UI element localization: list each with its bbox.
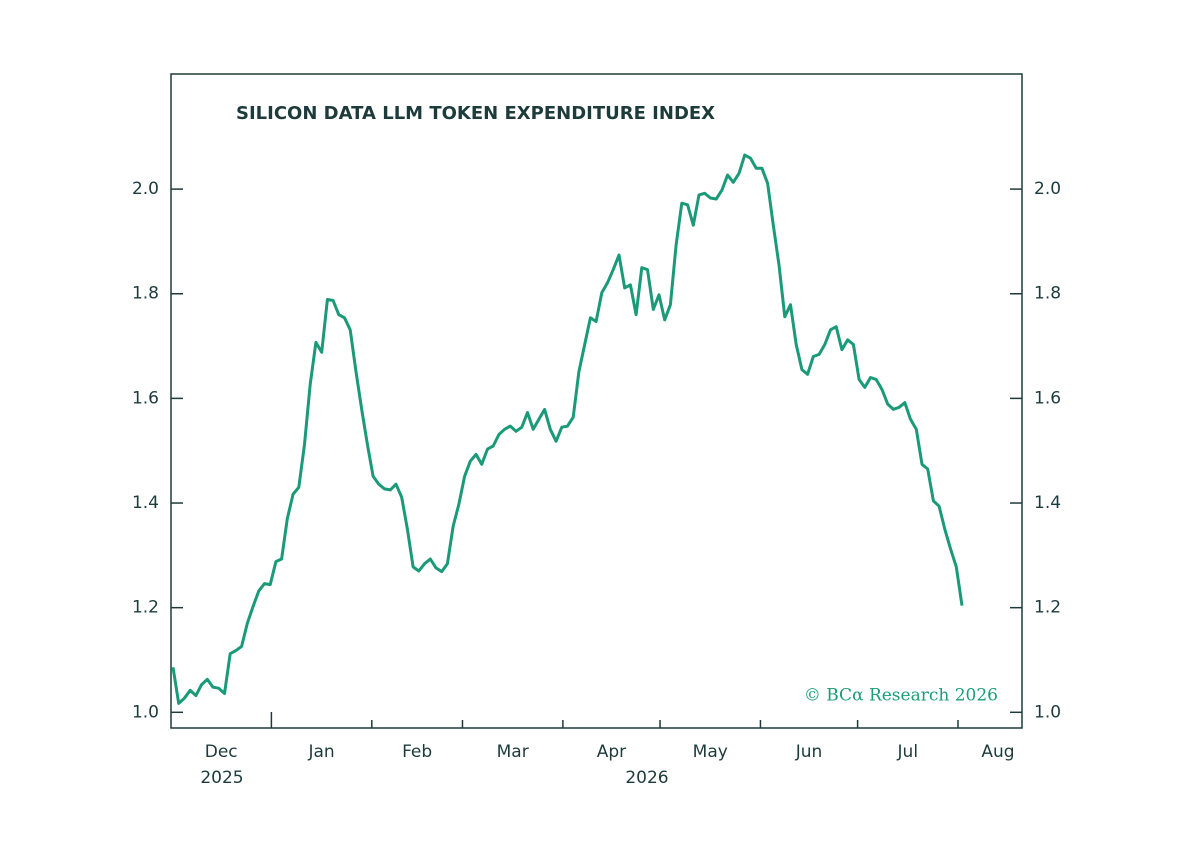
x-tick-label: Feb <box>402 742 432 762</box>
y2-tick-label: 1.2 <box>1034 598 1061 618</box>
year-label: 2026 <box>625 768 668 788</box>
plot-frame <box>170 73 1023 729</box>
x-tick-label: Jan <box>307 742 334 762</box>
x-tick-label: Mar <box>497 742 529 762</box>
y-tick-label: 1.6 <box>132 388 159 408</box>
year-label: 2025 <box>200 768 243 788</box>
index-line <box>171 153 964 705</box>
y-tick-label: 2.0 <box>132 179 159 199</box>
x-tick-label: Apr <box>597 742 626 762</box>
y2-tick-label: 1.4 <box>1034 493 1061 513</box>
y-tick-label: 1.8 <box>132 284 159 304</box>
y2-tick-label: 1.0 <box>1034 702 1061 722</box>
y-tick-label: 1.2 <box>132 598 159 618</box>
x-tick-label: May <box>693 742 728 762</box>
y-tick-label: 1.4 <box>132 493 159 513</box>
y2-tick-label: 1.8 <box>1034 284 1061 304</box>
y-tick-label: 1.0 <box>132 702 159 722</box>
x-tick-label: Jun <box>795 742 823 762</box>
chart-title: SILICON DATA LLM TOKEN EXPENDITURE INDEX <box>236 103 715 124</box>
x-tick-label: Jul <box>897 742 919 762</box>
credit: © BCα Research 2026 <box>804 686 998 706</box>
x-tick-label: Aug <box>981 742 1014 762</box>
y2-tick-label: 1.6 <box>1034 388 1061 408</box>
y2-tick-label: 2.0 <box>1034 179 1061 199</box>
x-tick-label: Dec <box>205 742 238 762</box>
